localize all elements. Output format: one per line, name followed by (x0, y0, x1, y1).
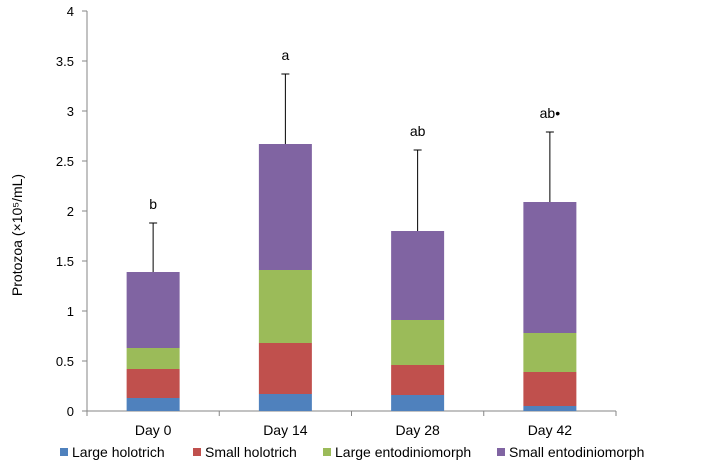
bar-segment-small-holotrich (126, 369, 180, 398)
bar-segment-large-holotrich (258, 394, 312, 411)
legend: Large holotrich Small holotrich Large ento… (60, 444, 644, 460)
legend-swatch (60, 448, 68, 456)
x-tick-label: Day 14 (263, 422, 308, 438)
y-tick-label: 1 (67, 304, 74, 319)
x-tick-label: Day 42 (528, 422, 573, 438)
y-tick-label: 0 (67, 404, 74, 419)
legend-swatch (193, 448, 201, 456)
bar-segment-large-entodiniomorph (258, 270, 312, 343)
y-tick-label: 0.5 (56, 354, 74, 369)
x-axis: Day 0 Day 14 Day 28 Day 42 (86, 410, 617, 438)
y-tick-label: 2 (67, 204, 74, 219)
bar-segment-small-entodiniomorph (391, 231, 445, 320)
y-tick-label: 3 (67, 104, 74, 119)
bar-segment-large-entodiniomorph (523, 333, 577, 372)
error-bars: b a ab ab• (149, 47, 560, 272)
y-tick-label: 4 (67, 4, 74, 19)
legend-label: Small holotrich (205, 444, 297, 460)
bar-segment-large-holotrich (523, 406, 577, 411)
x-tick-label: Day 0 (135, 422, 172, 438)
y-tick-label: 1.5 (56, 254, 74, 269)
y-tick-label: 3.5 (56, 54, 74, 69)
y-axis: 0 0.5 1 1.5 2 2.5 3 3.5 4 (56, 4, 88, 419)
significance-label: a (281, 47, 289, 63)
bar-segment-large-holotrich (391, 395, 445, 411)
bar-segment-small-entodiniomorph (523, 202, 577, 333)
legend-swatch (323, 448, 331, 456)
legend-label: Large entodiniomorph (335, 444, 471, 460)
bar-segment-large-entodiniomorph (126, 348, 180, 369)
bar-segment-large-holotrich (126, 398, 180, 411)
y-tick-label: 2.5 (56, 154, 74, 169)
bars (126, 144, 577, 411)
bar-segment-small-holotrich (391, 365, 445, 395)
significance-label: ab (410, 123, 426, 139)
bar-segment-small-holotrich (258, 343, 312, 394)
significance-label: b (149, 196, 157, 212)
bar-segment-small-entodiniomorph (126, 272, 180, 348)
bar-segment-large-entodiniomorph (391, 320, 445, 365)
legend-label: Large holotrich (72, 444, 165, 460)
x-tick-label: Day 28 (395, 422, 440, 438)
bar-segment-small-holotrich (523, 372, 577, 406)
significance-label: ab• (540, 105, 561, 121)
legend-swatch (497, 448, 505, 456)
legend-label: Small entodiniomorph (509, 444, 644, 460)
y-axis-label: Protozoa (×10⁵/mL) (9, 174, 25, 296)
bar-segment-small-entodiniomorph (258, 144, 312, 270)
